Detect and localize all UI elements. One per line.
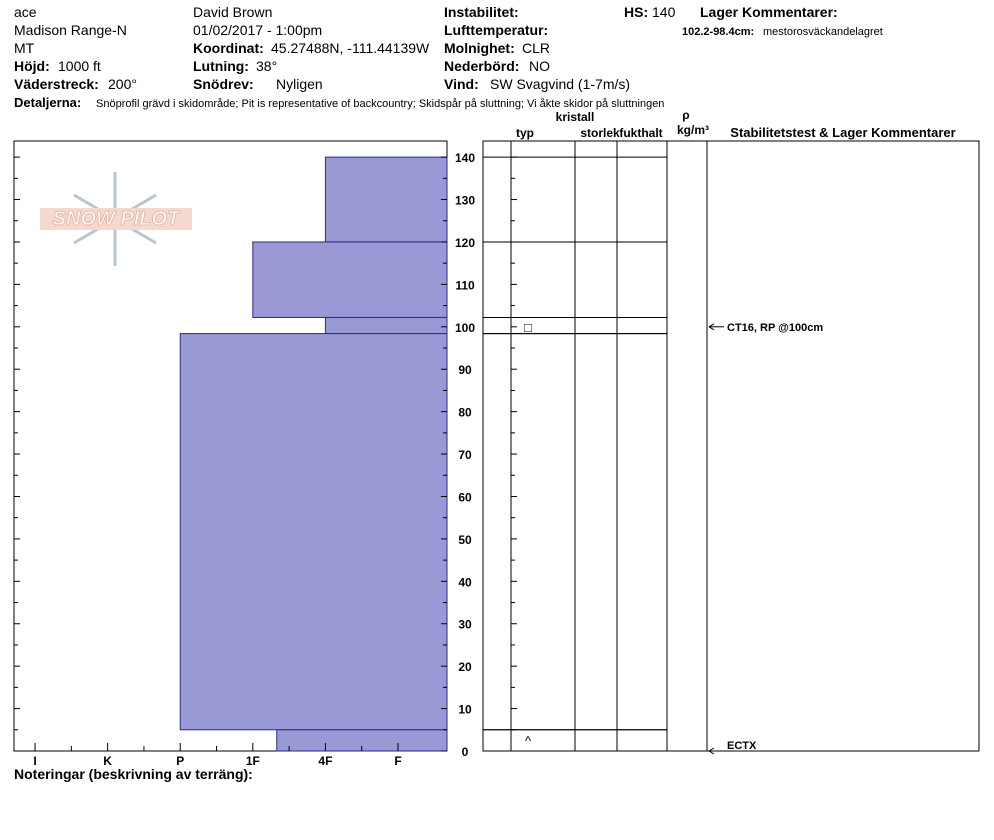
- label: Vind:: [444, 76, 479, 92]
- col-header: Stabilitetstest & Lager Kommentarer: [730, 125, 955, 140]
- y-tick-label: 10: [458, 703, 472, 717]
- hardness-bar: [324, 316, 448, 335]
- datetime: 01/02/2017 - 1:00pm: [193, 22, 322, 38]
- value: 140: [652, 4, 676, 20]
- location: ace: [14, 4, 37, 20]
- col-header: typ: [516, 126, 534, 140]
- y-tick-label: 40: [458, 575, 472, 589]
- test-result: ECTX: [727, 740, 757, 752]
- y-tick-label: 30: [458, 618, 472, 632]
- grain-frame: [482, 140, 980, 752]
- y-tick-label: 60: [458, 490, 472, 504]
- label: Lager Kommentarer:: [700, 4, 838, 20]
- value: 45.27488N, -111.44139W: [271, 40, 430, 56]
- notes-label: Noteringar (beskrivning av terräng):: [14, 766, 253, 782]
- hardness-bar: [324, 156, 448, 243]
- label: Nederbörd:: [444, 58, 519, 74]
- y-tick-label: 130: [455, 194, 475, 208]
- label: Snödrev:: [193, 76, 254, 92]
- col-header: kg/m³: [677, 123, 709, 137]
- x-tick-label: 1F: [246, 754, 260, 768]
- x-tick-label: K: [103, 754, 112, 768]
- label: Instabilitet:: [444, 4, 519, 20]
- value: CLR: [522, 40, 550, 56]
- col-header: kristall: [556, 110, 595, 124]
- x-tick-label: F: [394, 754, 401, 768]
- value: mestorosväckandelagret: [763, 26, 883, 38]
- value: Snöprofil grävd i skidområde; Pit is rep…: [96, 98, 664, 110]
- y-tick-label: 20: [458, 660, 472, 674]
- test-result: CT16, RP @100cm: [727, 322, 823, 334]
- y-tick-label: 110: [455, 278, 475, 292]
- value: 1000 ft: [58, 58, 101, 74]
- label: HS:: [624, 4, 648, 20]
- y-tick-label: 100: [455, 321, 475, 335]
- range: Madison Range-N: [14, 22, 127, 38]
- y-tick-label: 0: [462, 745, 469, 759]
- label: Koordinat:: [193, 40, 264, 56]
- label: 102.2-98.4cm:: [682, 26, 754, 38]
- value: SW Svagvind (1-7m/s): [490, 76, 630, 92]
- hardness-bar: [252, 241, 448, 318]
- value: 200°: [108, 76, 137, 92]
- col-header: fukthalt: [619, 126, 662, 140]
- hardness-bar: [179, 333, 448, 731]
- x-tick-label: 4F: [318, 754, 332, 768]
- label: Molnighet:: [444, 40, 515, 56]
- test-arrowhead: [708, 747, 715, 755]
- y-tick-label: 140: [455, 151, 475, 165]
- label: Detaljerna:: [14, 95, 81, 110]
- value: Nyligen: [276, 76, 323, 92]
- logo: SNOW PILOT: [40, 172, 192, 266]
- label: Väderstreck:: [14, 76, 99, 92]
- label: Lufttemperatur:: [444, 22, 548, 38]
- test-arrowhead: [708, 323, 715, 331]
- column-headers: typ kristall storlek fukthalt ρ kg/m³ St…: [516, 108, 956, 140]
- x-tick-label: I: [33, 754, 36, 768]
- observer: David Brown: [193, 4, 272, 20]
- y-tick-label: 80: [458, 406, 472, 420]
- grain-symbol: ^: [525, 733, 532, 748]
- y-tick-label: 70: [458, 448, 472, 462]
- label: Höjd:: [14, 58, 50, 74]
- x-tick-label: P: [176, 754, 184, 768]
- logo-text: SNOW PILOT: [53, 208, 181, 230]
- header: ace Madison Range-N MT Höjd: 1000 ft Väd…: [14, 4, 883, 110]
- value: NO: [529, 58, 550, 74]
- y-tick-label: 90: [458, 363, 472, 377]
- y-tick-label: 120: [455, 236, 475, 250]
- y-tick-label: 50: [458, 533, 472, 547]
- state: MT: [14, 40, 35, 56]
- grain-symbol: □: [524, 320, 532, 335]
- col-header: ρ: [682, 108, 689, 122]
- label: Lutning:: [193, 58, 249, 74]
- column-lines: [510, 141, 708, 751]
- col-header: storlek: [580, 126, 620, 140]
- value: 38°: [256, 58, 277, 74]
